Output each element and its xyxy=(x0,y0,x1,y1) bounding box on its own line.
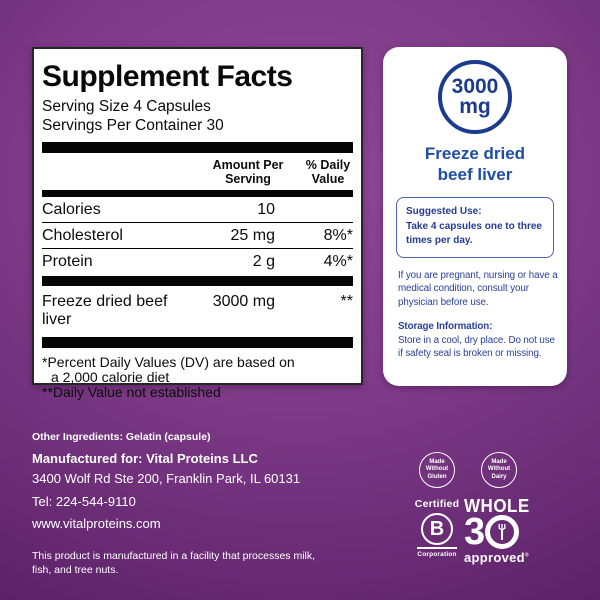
supplement-facts-panel: Supplement Facts Serving Size 4 Capsules… xyxy=(32,47,363,400)
suggested-use-box: Suggested Use: Take 4 capsules one to th… xyxy=(396,197,554,258)
table-row-cholesterol: Cholesterol 25 mg 8%* xyxy=(42,223,353,249)
made-without-dairy-badge: Made Without Dairy xyxy=(481,452,517,488)
divider-bar xyxy=(42,276,353,286)
manufacturer-block: Other Ingredients: Gelatin (capsule) Man… xyxy=(32,431,372,577)
suggested-use-body: Take 4 capsules one to three times per d… xyxy=(406,220,542,247)
made-without-gluten-badge: Made Without Gluten xyxy=(419,452,455,488)
row-label: Cholesterol xyxy=(42,227,123,244)
table-row-calories: Calories 10 xyxy=(42,197,353,223)
phone: Tel: 224-544-9110 xyxy=(32,493,136,509)
row-label: Calories xyxy=(42,201,101,218)
whole30-approved-logo: WHOLE 3 approved® xyxy=(464,496,530,565)
servings-per-container: Servings Per Container 30 xyxy=(42,117,224,134)
registered-mark: ® xyxy=(524,552,529,559)
footnote-diet: a 2,000 calorie diet xyxy=(51,369,170,385)
pregnancy-warning: If you are pregnant, nursing or have a m… xyxy=(398,269,558,308)
product-info-card: 3000 mg Freeze dried beef liver Suggeste… xyxy=(383,47,567,386)
footnote-dv: *Percent Daily Values (DV) are based on xyxy=(42,354,295,370)
row-label: Freeze dried beef liver xyxy=(42,293,168,328)
product-name: Freeze dried beef liver xyxy=(424,144,526,184)
row-amount: 10 xyxy=(257,201,275,218)
facts-column-headers: Amount Per Serving % Daily Value xyxy=(42,158,353,186)
row-dv: ** xyxy=(340,293,353,310)
storage-body: Store in a cool, dry place. Do not use i… xyxy=(398,334,555,360)
dosage-circle: 3000 mg xyxy=(438,60,512,134)
certified-b-corporation-logo: Certified B Corporation xyxy=(414,498,460,558)
footnote-not-established: **Daily Value not established xyxy=(42,384,221,400)
amount-per-serving-header: Amount Per Serving xyxy=(212,158,284,186)
divider-bar xyxy=(42,190,353,197)
b-corp-divider xyxy=(417,547,457,549)
address: 3400 Wolf Rd Ste 200, Franklin Park, IL … xyxy=(32,471,301,486)
website: www.vitalproteins.com xyxy=(32,516,161,531)
row-amount: 3000 mg xyxy=(212,293,275,310)
fork-icon xyxy=(485,515,520,549)
daily-value-header: % Daily Value xyxy=(305,158,351,186)
facts-title: Supplement Facts xyxy=(42,60,293,93)
other-ingredients: Other Ingredients: Gelatin (capsule) xyxy=(32,431,211,443)
divider-bar xyxy=(42,337,353,348)
row-dv: 4%* xyxy=(323,253,353,270)
dose-unit: mg xyxy=(459,95,491,118)
storage-information: Storage Information: Store in a cool, dr… xyxy=(398,320,559,361)
dose-value: 3000 xyxy=(451,75,499,98)
row-amount: 2 g xyxy=(252,253,275,270)
storage-title: Storage Information: xyxy=(398,321,493,332)
divider-bar xyxy=(42,142,353,153)
suggested-use-title: Suggested Use: xyxy=(406,206,482,217)
b-corp-circle-icon: B xyxy=(421,513,453,545)
row-amount: 25 mg xyxy=(230,227,275,244)
allergen-notice: This product is manufactured in a facili… xyxy=(32,549,316,576)
facts-footnotes: *Percent Daily Values (DV) are based on … xyxy=(42,355,353,400)
row-dv: 8%* xyxy=(323,227,353,244)
row-label: Protein xyxy=(42,253,93,270)
table-row-protein: Protein 2 g 4%* xyxy=(42,249,353,274)
serving-size: Serving Size 4 Capsules xyxy=(42,98,211,115)
table-row-beef-liver: Freeze dried beef liver 3000 mg ** xyxy=(42,286,353,337)
manufactured-for: Manufactured for: Vital Proteins LLC xyxy=(32,451,258,466)
